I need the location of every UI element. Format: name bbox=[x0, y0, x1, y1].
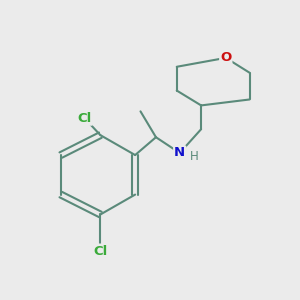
Text: H: H bbox=[190, 150, 199, 163]
Text: O: O bbox=[220, 51, 231, 64]
Text: Cl: Cl bbox=[77, 112, 92, 125]
Text: N: N bbox=[174, 146, 185, 160]
Text: Cl: Cl bbox=[93, 244, 107, 258]
